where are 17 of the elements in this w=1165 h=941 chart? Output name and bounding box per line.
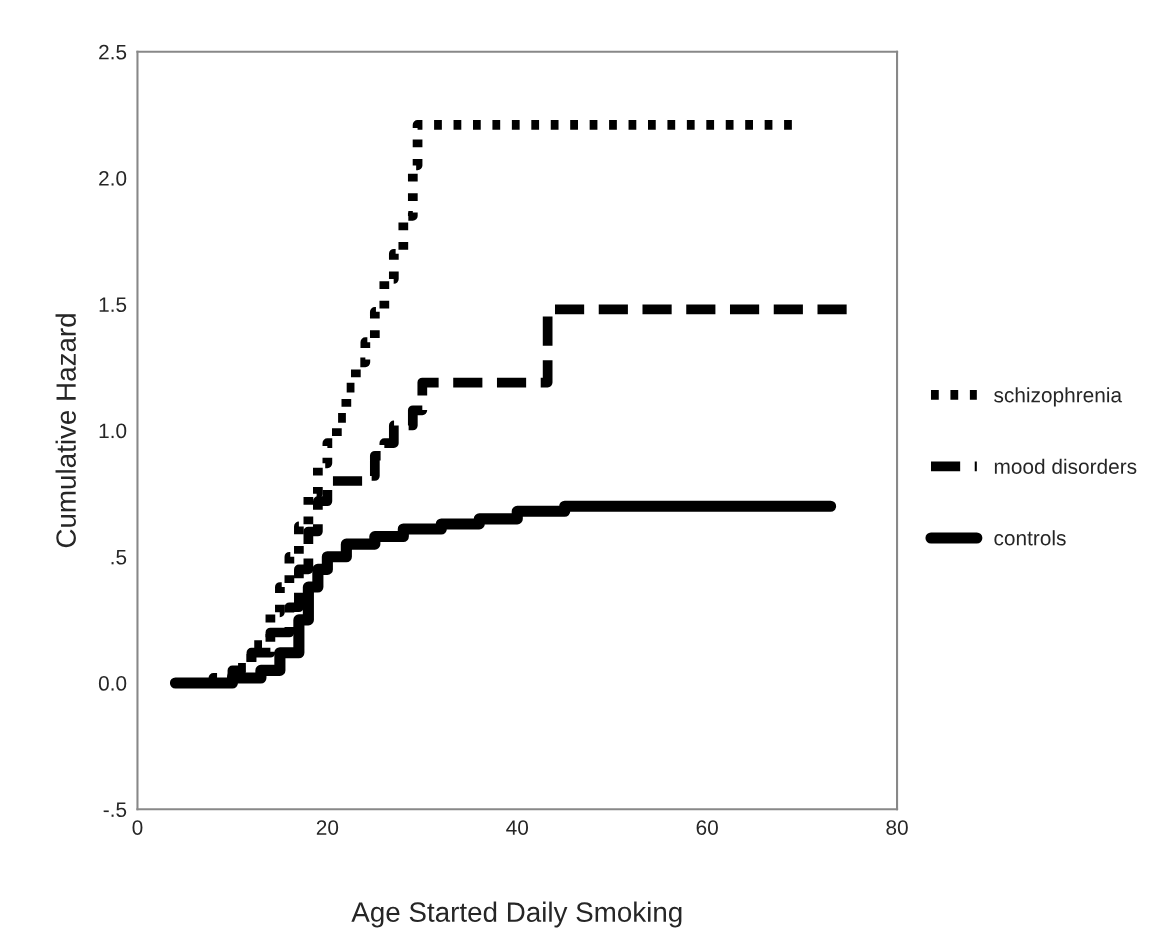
legend-label: controls xyxy=(994,530,1066,546)
x-tick-label: 40 xyxy=(506,820,529,835)
x-tick-label: 20 xyxy=(316,820,339,835)
y-tick-label: 1.0 xyxy=(99,423,127,439)
x-tick-label: 80 xyxy=(886,820,908,835)
y-tick-label: 0.0 xyxy=(98,676,127,691)
y-tick-label: .5 xyxy=(111,549,127,565)
legend-label: schizophrenia xyxy=(994,387,1123,407)
x-tick-label: 0 xyxy=(132,820,143,835)
y-tick-label: 1.5 xyxy=(99,297,127,313)
y-tick-label: 2.0 xyxy=(99,171,127,186)
y-axis-title: Cumulative Hazard xyxy=(55,314,76,548)
x-axis-title: Age Started Daily Smoking xyxy=(351,901,682,928)
y-tick-label: -.5 xyxy=(103,802,127,818)
x-tick-label: 60 xyxy=(696,820,718,835)
y-tick-label: 2.5 xyxy=(99,44,127,60)
legend-label: mood disorders xyxy=(994,458,1137,474)
